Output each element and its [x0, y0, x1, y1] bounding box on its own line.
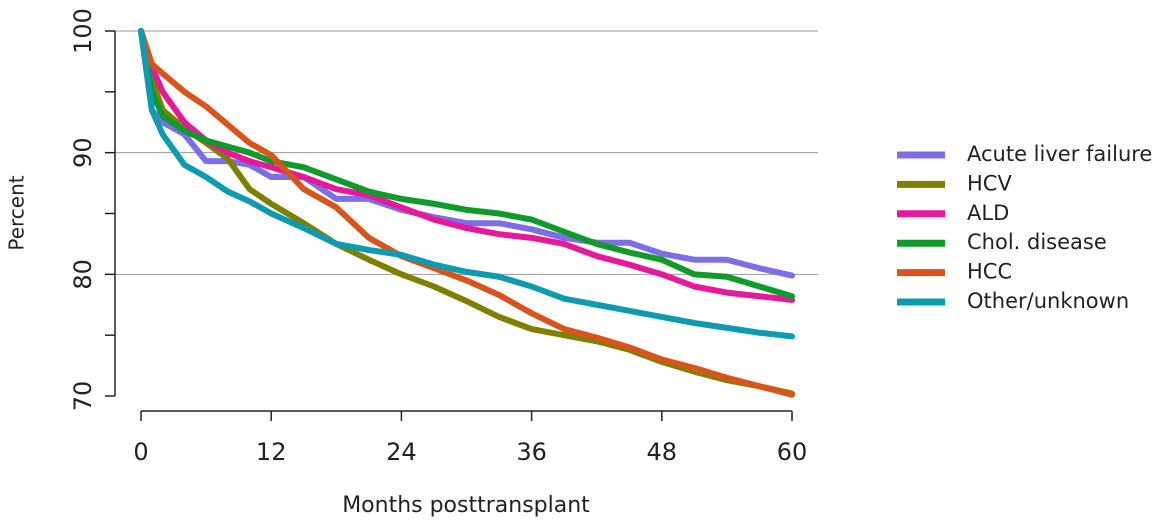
x-tick-label: 12: [256, 438, 287, 466]
series-line: [138, 28, 795, 340]
legend-label: ALD: [967, 201, 1009, 225]
y-axis-label: Percent: [5, 175, 29, 250]
series-line: [138, 28, 795, 300]
legend-label: Acute liver failure: [967, 142, 1152, 166]
y-tick-label: 90: [69, 137, 97, 168]
legend-label: HCC: [967, 260, 1012, 284]
series-line: [138, 28, 795, 279]
x-tick-label: 24: [386, 438, 417, 466]
x-tick-label: 36: [516, 438, 547, 466]
legend-label: HCV: [967, 171, 1012, 195]
legend-label: Chol. disease: [967, 230, 1107, 254]
y-tick-label: 80: [69, 259, 97, 290]
x-tick-label: 0: [133, 438, 148, 466]
legend-label: Other/unknown: [967, 289, 1129, 313]
x-tick-label: 48: [647, 438, 678, 466]
series-line: [138, 28, 795, 398]
x-axis-label: Months posttransplant: [342, 493, 590, 518]
y-tick-label: 70: [69, 381, 97, 412]
y-tick-label: 100: [69, 8, 97, 54]
x-tick-label: 60: [777, 438, 808, 466]
